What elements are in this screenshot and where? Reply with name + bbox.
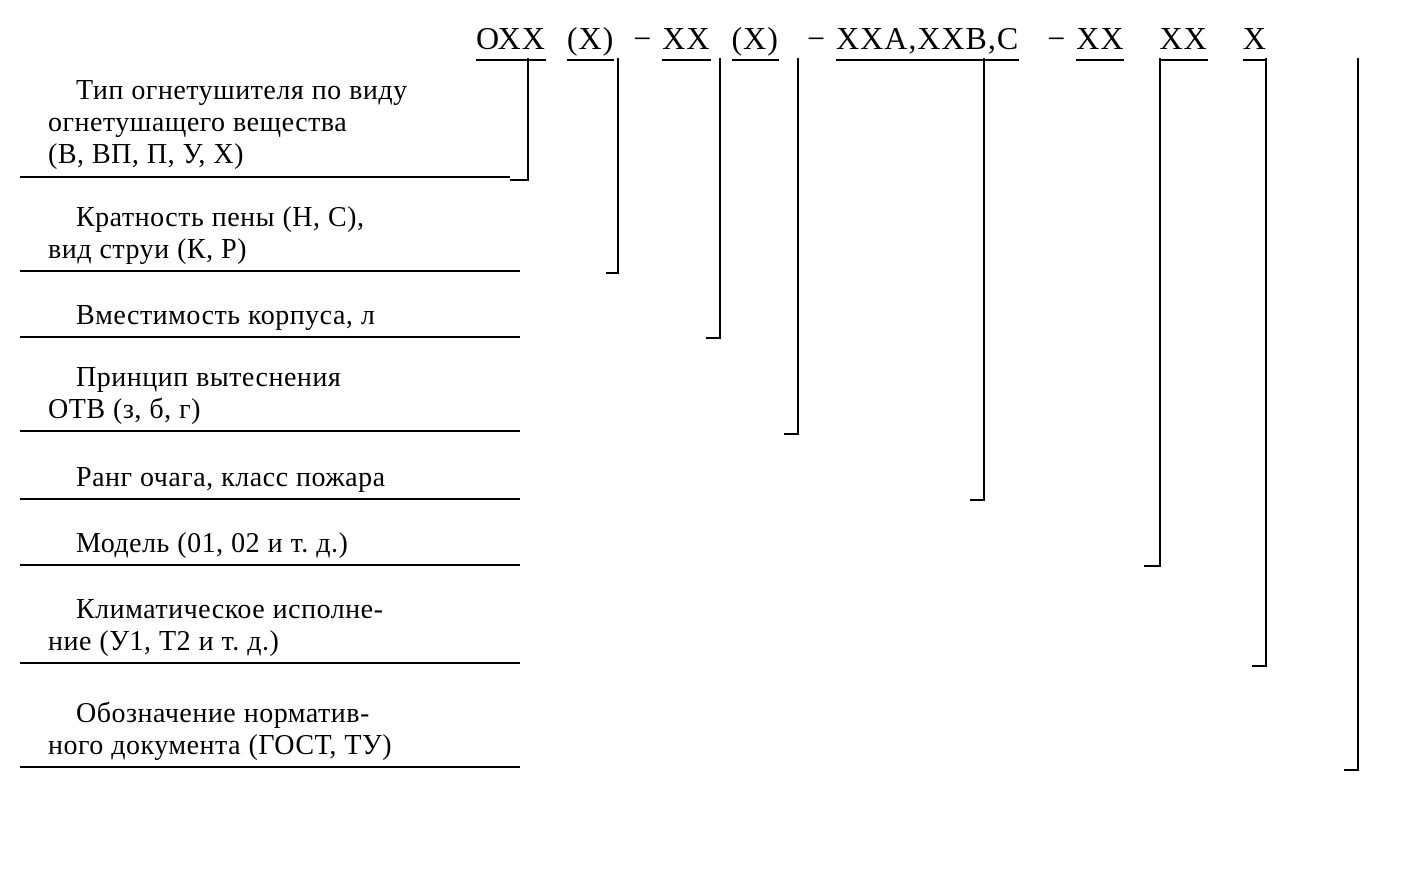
code-line: ОХХ (Х) −ХХ (Х) −ХХА,ХХВ,С −ХХ ХХ Х — [470, 20, 1273, 61]
description-text-3: Принцип вытесненияОТВ (з, б, г) — [20, 362, 520, 432]
description-row-4: Ранг очага, класс пожара — [20, 462, 970, 500]
code-sep-2: − — [798, 20, 826, 57]
code-seg-8: Х — [1243, 20, 1267, 61]
description-line: Обозначение норматив- — [48, 698, 520, 730]
description-text-7: Обозначение норматив-ного документа (ГОС… — [20, 698, 520, 768]
description-text-6: Климатическое исполне-ние (У1, Т2 и т. д… — [20, 594, 520, 664]
description-line: Тип огнетушителя по виду — [48, 75, 510, 107]
diagram-container: ОХХ (Х) −ХХ (Х) −ХХА,ХХВ,С −ХХ ХХ Х Тип … — [0, 0, 1418, 884]
description-row-0: Тип огнетушителя по видуогнетушащего вещ… — [20, 75, 510, 178]
description-row-2: Вместимость корпуса, л — [20, 300, 706, 338]
connector-5 — [1144, 58, 1160, 566]
description-line: ного документа (ГОСТ, ТУ) — [48, 730, 520, 762]
description-text-4: Ранг очага, класс пожара — [20, 462, 520, 500]
connector-2 — [706, 58, 720, 338]
description-line: Ранг очага, класс пожара — [48, 462, 520, 494]
description-text-2: Вместимость корпуса, л — [20, 300, 520, 338]
code-seg-6: ХХ — [1076, 20, 1124, 61]
description-line: Климатическое исполне- — [48, 594, 520, 626]
description-line: ние (У1, Т2 и т. д.) — [48, 626, 520, 658]
description-line: вид струи (К, Р) — [48, 234, 520, 266]
description-line: Вместимость корпуса, л — [48, 300, 520, 332]
code-seg-1: ОХХ — [476, 20, 546, 61]
code-seg-2: (Х) — [567, 20, 614, 61]
description-line: Принцип вытеснения — [48, 362, 520, 394]
description-line: огнетушащего вещества — [48, 107, 510, 139]
connector-6 — [1252, 58, 1266, 666]
description-line: (В, ВП, П, У, Х) — [48, 139, 510, 171]
description-line: Модель (01, 02 и т. д.) — [48, 528, 520, 560]
code-sep-3: − — [1038, 20, 1066, 57]
description-row-6: Климатическое исполне-ние (У1, Т2 и т. д… — [20, 594, 1252, 664]
connector-7 — [1344, 58, 1358, 770]
connector-1 — [606, 58, 618, 273]
description-text-5: Модель (01, 02 и т. д.) — [20, 528, 520, 566]
code-seg-3: ХХ — [662, 20, 710, 61]
description-row-5: Модель (01, 02 и т. д.) — [20, 528, 1144, 566]
code-seg-7: ХХ — [1159, 20, 1207, 61]
code-sep-1: − — [633, 20, 652, 57]
description-row-3: Принцип вытесненияОТВ (з, б, г) — [20, 362, 784, 432]
description-text-1: Кратность пены (Н, С),вид струи (К, Р) — [20, 202, 520, 272]
description-line: ОТВ (з, б, г) — [48, 394, 520, 426]
description-row-1: Кратность пены (Н, С),вид струи (К, Р) — [20, 202, 606, 272]
code-seg-4: (Х) — [732, 20, 779, 61]
description-line: Кратность пены (Н, С), — [48, 202, 520, 234]
code-seg-5: ХХА,ХХВ,С — [836, 20, 1019, 61]
description-row-7: Обозначение норматив-ного документа (ГОС… — [20, 698, 1344, 768]
description-text-0: Тип огнетушителя по видуогнетушащего вещ… — [20, 75, 510, 178]
connector-0 — [510, 58, 528, 180]
connector-4 — [970, 58, 984, 500]
connector-3 — [784, 58, 798, 434]
